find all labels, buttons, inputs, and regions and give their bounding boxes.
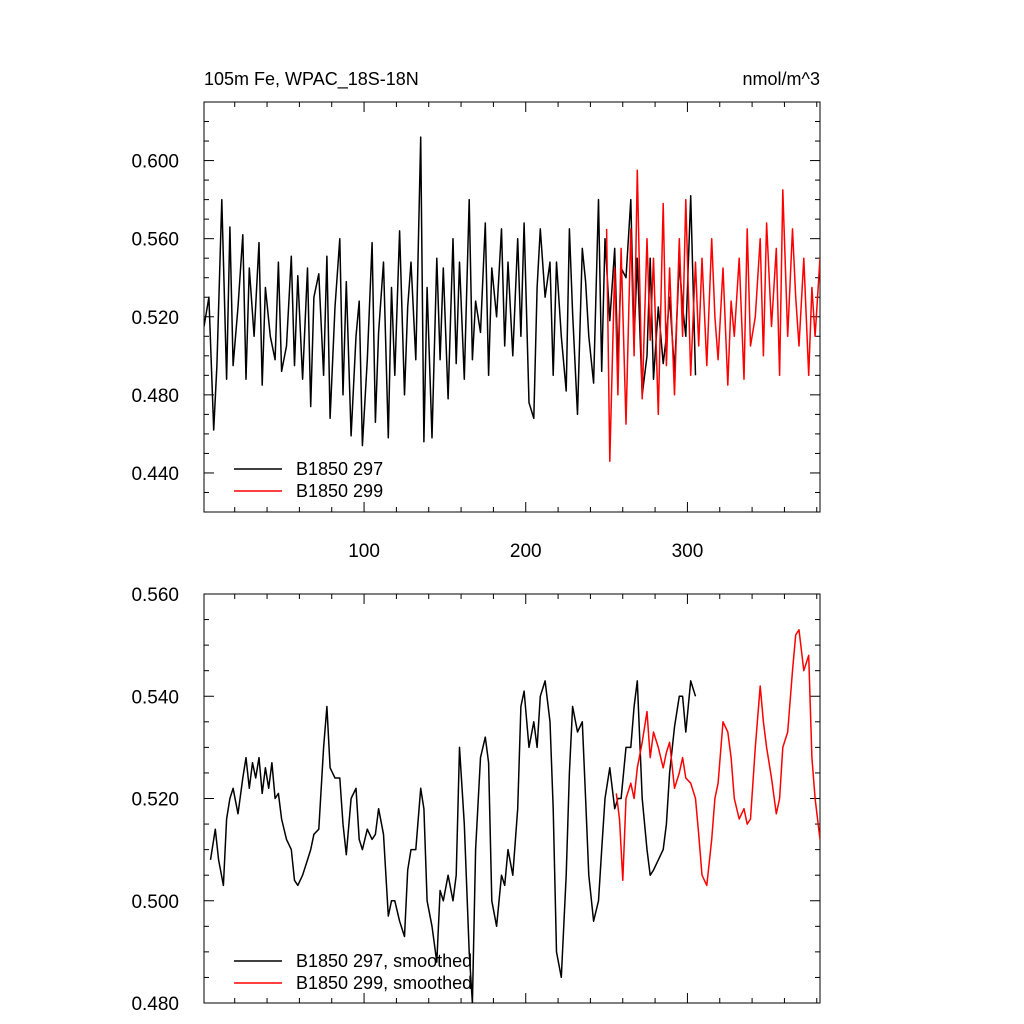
top-y-tick-label: 0.480 (131, 386, 179, 407)
units-label: nmol/m^3 (743, 69, 820, 89)
top-legend-label: B1850 297 (296, 459, 383, 479)
bottom-y-tick-label: 0.520 (131, 790, 179, 811)
top-y-tick-label: 0.600 (131, 152, 179, 173)
chart-title: 105m Fe, WPAC_18S-18N (204, 69, 419, 90)
top-legend-label: B1850 299 (296, 481, 383, 501)
top-x-tick-label: 200 (510, 541, 542, 562)
top-plot-frame (203, 101, 821, 513)
bottom-y-tick-label: 0.480 (131, 994, 179, 1015)
bottom-plot-frame (203, 593, 821, 1004)
top-y-tick-label: 0.520 (131, 308, 179, 329)
bottom-legend-label: B1850 297, smoothed (296, 951, 472, 971)
top-x-tick-label: 100 (348, 541, 380, 562)
top-panel: 105m Fe, WPAC_18S-18N nmol/m^3 0.440 0.48… (131, 69, 821, 562)
bottom-y-tick-label: 0.560 (131, 585, 179, 606)
top-x-tick-label: 300 (672, 541, 704, 562)
top-series-line-1 (204, 136, 697, 447)
bottom-panel: 0.480 0.500 0.520 0.540 0.560 B1850 297, smoo… (131, 585, 821, 1015)
bottom-legend-label: B1850 299, smoothed (296, 973, 472, 993)
bottom-y-tick-label: 0.540 (131, 687, 179, 708)
bottom-y-tick-label: 0.500 (131, 892, 179, 913)
bottom-series-line-2 (615, 629, 820, 887)
bottom-series-line-1 (209, 680, 697, 1003)
top-series-line-2 (605, 169, 820, 462)
top-y-tick-label: 0.440 (131, 464, 179, 485)
top-y-tick-label: 0.560 (131, 230, 179, 251)
